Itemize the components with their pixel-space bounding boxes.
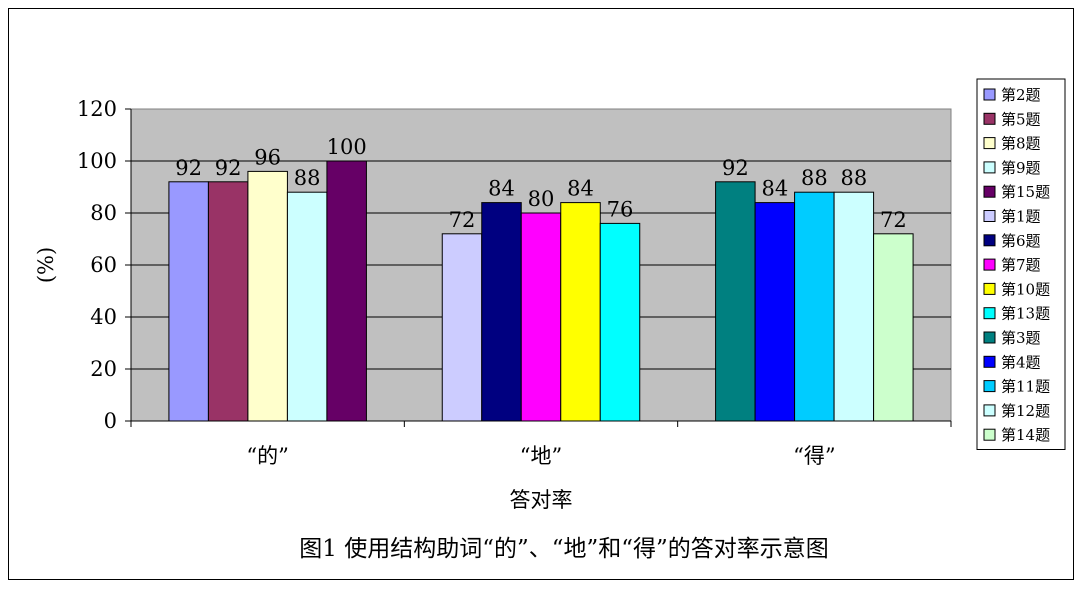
legend-swatch — [983, 331, 996, 344]
legend-swatch — [983, 185, 996, 198]
data-label: 76 — [607, 197, 634, 221]
y-tick-label: 20 — [90, 357, 117, 381]
bar-第14题 — [873, 233, 914, 422]
legend-entry: 第3题 — [1001, 329, 1041, 347]
legend-swatch — [983, 161, 996, 174]
legend-entry: 第11题 — [1001, 378, 1050, 396]
y-tick-label: 0 — [104, 409, 117, 433]
legend-entry: 第14题 — [1001, 426, 1050, 444]
legend-entry: 第6题 — [1001, 232, 1041, 250]
figure-caption: 图1 使用结构助词“的”、“地”和“得”的答对率示意图 — [299, 536, 829, 562]
data-label: 92 — [175, 156, 202, 180]
data-label: 100 — [327, 135, 367, 159]
legend-swatch — [983, 380, 996, 393]
legend-swatch — [983, 258, 996, 271]
category-labels: “的” “地” “得” — [246, 444, 835, 468]
data-label: 72 — [449, 208, 476, 232]
legend-swatch — [983, 112, 996, 125]
bar-第12题 — [833, 191, 875, 422]
legend-entry: 第15题 — [1001, 183, 1050, 201]
data-label: 96 — [254, 145, 281, 169]
data-label: 92 — [215, 156, 242, 180]
bar-第10题 — [560, 202, 601, 422]
legend-entry: 第10题 — [1001, 280, 1050, 298]
bar-第6题 — [481, 202, 522, 422]
bar-第1题 — [441, 233, 483, 422]
legend-swatch — [983, 282, 996, 295]
legend-entry: 第12题 — [1001, 402, 1050, 420]
y-axis-title: (%) — [34, 247, 58, 283]
legend-entry: 第7题 — [1001, 256, 1041, 274]
bar-第2题 — [168, 181, 209, 422]
bar-第3题 — [715, 181, 756, 422]
chart-frame: 0 20 40 60 80 100 120 92 92 96 88 100 72 84 80 84 76 92 8… — [8, 8, 1074, 580]
bar-第7题 — [520, 212, 562, 422]
data-label: 72 — [880, 208, 907, 232]
data-label: 92 — [722, 156, 749, 180]
legend-entry: 第5题 — [1001, 110, 1041, 128]
bars — [168, 160, 914, 422]
bar-第8题 — [247, 170, 288, 422]
legend-swatch — [983, 137, 996, 150]
legend-entry: 第4题 — [1001, 353, 1041, 371]
data-label: 80 — [528, 187, 555, 211]
legend: 第2题第5题第8题第9题第15题第1题第6题第7题第10题第13题第3题第4题第… — [976, 78, 1066, 450]
legend-swatch — [983, 428, 996, 441]
category-label: “得” — [793, 444, 835, 468]
legend-entry: 第8题 — [1001, 135, 1041, 153]
category-label: “地” — [520, 444, 562, 468]
bar-第11题 — [794, 191, 835, 422]
legend-swatch — [983, 234, 996, 247]
legend-swatch — [983, 355, 996, 368]
bar-第4题 — [754, 202, 796, 422]
x-axis-title: 答对率 — [510, 488, 573, 512]
y-tick-label: 80 — [90, 201, 117, 225]
legend-entry: 第2题 — [1001, 86, 1041, 104]
data-label: 84 — [761, 177, 788, 201]
bar-第15题 — [326, 160, 367, 422]
legend-entry: 第1题 — [1001, 208, 1041, 226]
data-label: 84 — [567, 177, 594, 201]
legend-swatch — [983, 307, 996, 320]
y-tick-label: 100 — [77, 149, 117, 173]
y-tick-label: 60 — [90, 253, 117, 277]
bar-第9题 — [286, 191, 328, 422]
legend-swatch — [983, 210, 996, 222]
category-label: “的” — [246, 444, 288, 468]
data-label: 88 — [801, 166, 828, 190]
legend-entry: 第9题 — [1001, 159, 1041, 177]
y-tick-label: 120 — [77, 97, 117, 121]
legend-swatch — [983, 88, 996, 101]
bar-第13题 — [599, 222, 641, 422]
y-tick-label: 40 — [90, 305, 117, 329]
legend-entry: 第13题 — [1001, 305, 1050, 323]
data-label: 84 — [488, 177, 515, 201]
legend-swatch — [983, 404, 996, 417]
data-label: 88 — [294, 166, 321, 190]
data-label: 88 — [840, 166, 867, 190]
bar-第5题 — [207, 181, 249, 422]
